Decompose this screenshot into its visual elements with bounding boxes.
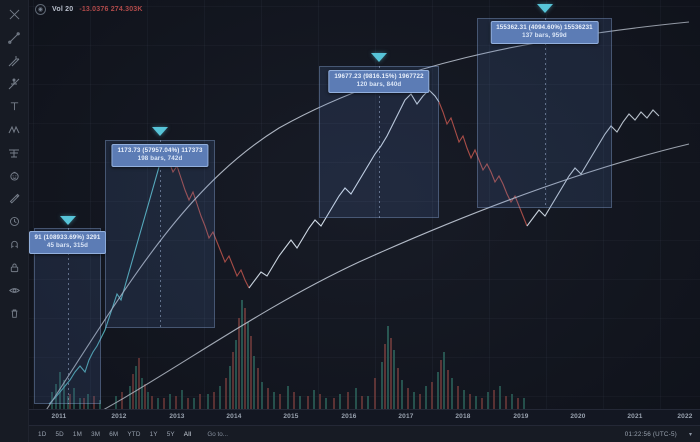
price-series-layer — [40, 21, 690, 442]
measurement-box[interactable] — [34, 228, 101, 404]
chevron-icon[interactable]: ▾ — [688, 431, 692, 438]
measurement-price-text: 91 (108933.69%) 3291 — [34, 234, 101, 241]
indicator-legend[interactable]: ◉ Vol 20 -13.0376 274.303K — [35, 4, 143, 15]
pitchfork-icon[interactable] — [2, 49, 26, 72]
measurement-price-text: 1173.73 (57957.04%) 117373 — [117, 147, 203, 154]
x-tick: 2016 — [341, 413, 357, 420]
timeframe-1y[interactable]: 1Y — [149, 430, 158, 438]
x-tick: 2018 — [455, 413, 471, 420]
trash-icon[interactable] — [2, 302, 26, 325]
text-tool-icon[interactable] — [2, 95, 26, 118]
x-axis[interactable]: 2011 2012 2013 2014 2015 2016 2017 2018 … — [29, 409, 700, 426]
x-tick: 2013 — [169, 413, 185, 420]
timeframe-1d[interactable]: 1D — [38, 430, 47, 438]
go-to-date-button[interactable]: Go to... — [207, 430, 229, 438]
trend-line-icon[interactable] — [2, 26, 26, 49]
measurement-bars-text: 137 bars, 959d — [522, 32, 567, 39]
measurement-arrow-icon — [371, 53, 387, 62]
measurement-bars-text: 198 bars, 742d — [137, 155, 183, 162]
volume-histogram — [51, 300, 525, 410]
measurement-label[interactable]: 19677.23 (9816.15%) 1967722 120 bars, 84… — [328, 70, 430, 93]
pattern-xabcd-icon[interactable] — [2, 118, 26, 141]
measurement-arrow-icon — [152, 127, 168, 136]
x-tick: 2011 — [51, 413, 67, 420]
timeframe-all[interactable]: All — [183, 430, 192, 438]
legend-values: -13.0376 274.303K — [79, 6, 143, 13]
measurement-label[interactable]: 155362.31 (4094.60%) 15536231 137 bars, … — [490, 21, 599, 44]
x-tick: 2019 — [513, 413, 529, 420]
measurement-midline — [67, 228, 69, 404]
measurement-arrow-icon — [536, 4, 553, 13]
measurement-midline — [379, 66, 380, 218]
measurement-tool-3[interactable]: 19677.23 (9816.15%) 1967722 120 bars, 84… — [319, 53, 439, 218]
elliott-wave-icon[interactable] — [2, 141, 26, 164]
gann-fan-icon[interactable] — [2, 72, 26, 95]
timeframe-1m[interactable]: 1M — [72, 430, 83, 438]
measurement-bars-text: 120 bars, 840d — [356, 81, 402, 88]
lock-icon[interactable] — [2, 256, 26, 279]
lower-regression-curve — [40, 143, 690, 442]
price-line-down-2 — [438, 101, 528, 227]
measurement-tool-4[interactable]: 155362.31 (4094.60%) 15536231 137 bars, … — [477, 4, 612, 208]
x-tick: 2012 — [111, 413, 127, 420]
measurement-box[interactable] — [105, 140, 215, 328]
measurement-tool-2[interactable]: 1173.73 (57957.04%) 117373 198 bars, 742… — [105, 127, 215, 328]
price-line-up-2 — [248, 89, 440, 289]
measurement-price-text: 155362.31 (4094.60%) 15536231 — [496, 24, 593, 31]
bottom-toolbar[interactable]: 1D 5D 1M 3M 6M YTD 1Y 5Y All Go to... 01… — [29, 425, 700, 442]
brush-icon[interactable] — [2, 187, 26, 210]
drawing-toolbar[interactable] — [0, 0, 29, 442]
session-clock[interactable]: 01:22:56 (UTC-5) — [624, 430, 677, 438]
timeframe-3m[interactable]: 3M — [91, 430, 101, 438]
measurement-bars-text: 45 bars, 315d — [46, 242, 89, 249]
x-tick: 2014 — [226, 413, 242, 420]
cursor-cross-icon[interactable] — [2, 3, 26, 26]
measurement-label[interactable]: 1173.73 (57957.04%) 117373 198 bars, 742… — [111, 144, 209, 167]
price-line-up-1 — [48, 151, 166, 405]
emoji-icon[interactable] — [2, 164, 26, 187]
measurement-tool-1[interactable]: 91 (108933.69%) 3291 45 bars, 315d — [28, 216, 107, 404]
timeframe-5d[interactable]: 5D — [55, 430, 64, 438]
measurement-arrow-icon — [59, 216, 76, 225]
x-tick: 2017 — [398, 413, 414, 420]
measure-icon[interactable] — [2, 210, 26, 233]
price-line-down-1 — [164, 151, 250, 289]
measurement-label[interactable]: 91 (108933.69%) 3291 45 bars, 315d — [28, 231, 107, 254]
timeframe-ytd[interactable]: YTD — [127, 430, 141, 438]
x-tick: 2020 — [570, 413, 586, 420]
chart-canvas[interactable]: ◉ Vol 20 -13.0376 274.303K — [28, 0, 700, 442]
x-tick: 2021 — [627, 413, 643, 420]
measurement-box[interactable] — [477, 18, 612, 208]
eye-icon[interactable]: ◉ — [35, 4, 46, 15]
timeframe-5y[interactable]: 5Y — [166, 430, 175, 438]
timeframe-6m[interactable]: 6M — [109, 430, 119, 438]
measurement-midline — [160, 140, 161, 328]
measurement-midline — [544, 18, 546, 208]
eye-hide-icon[interactable] — [2, 279, 26, 302]
price-line-up-3 — [526, 109, 660, 227]
magnet-icon[interactable] — [2, 233, 26, 256]
x-tick: 2022 — [677, 413, 693, 420]
legend-indicator-name: Vol 20 — [52, 6, 74, 13]
x-tick: 2015 — [283, 413, 299, 420]
measurement-price-text: 19677.23 (9816.15%) 1967722 — [334, 73, 424, 80]
